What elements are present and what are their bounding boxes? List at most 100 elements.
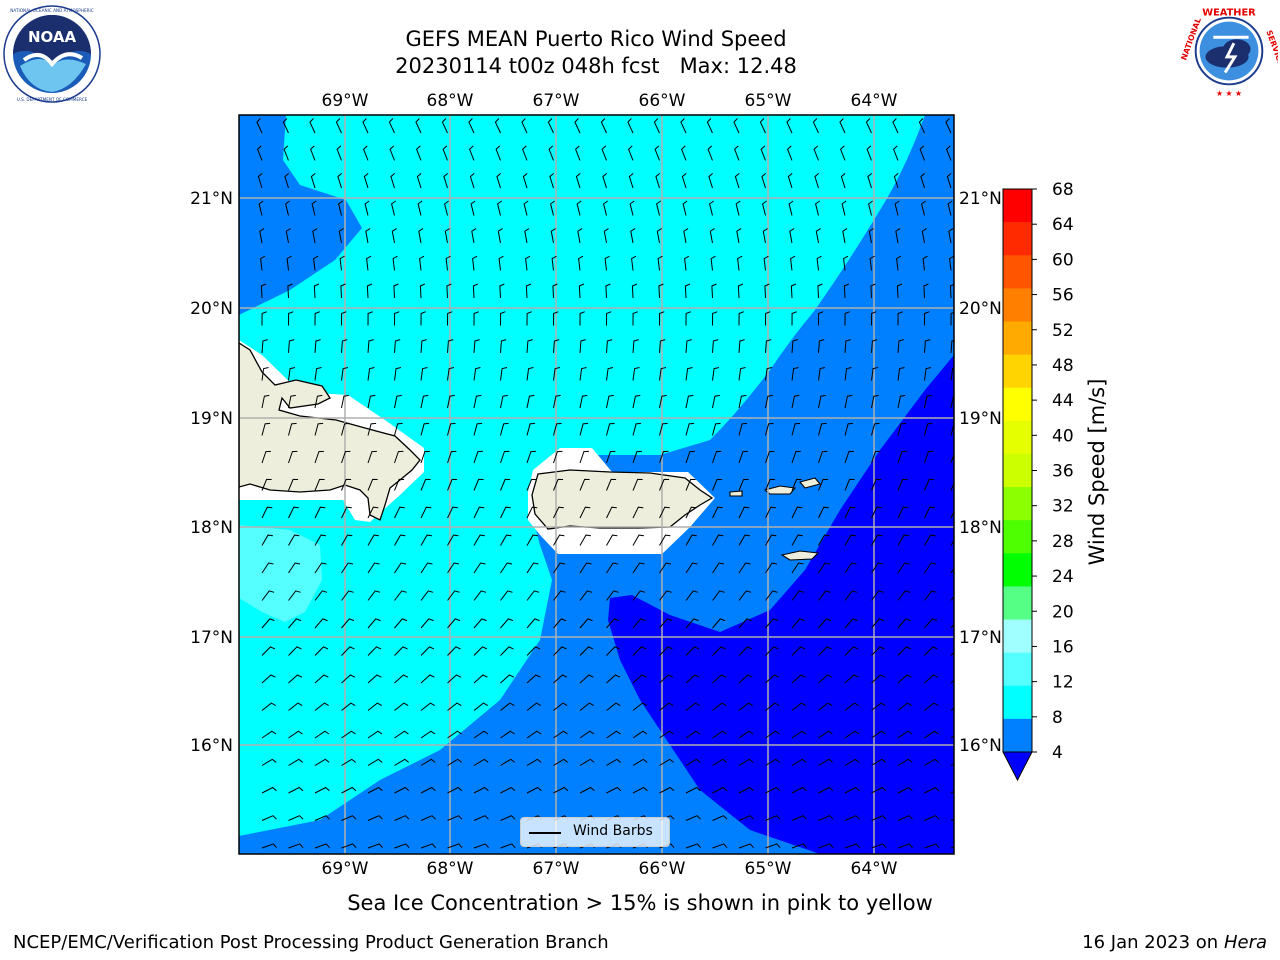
wind-barb <box>579 311 585 326</box>
wind-barb <box>924 478 935 491</box>
wind-barb <box>738 730 754 739</box>
nws-logo: WEATHER ★ ★ ★ NATIONAL SERVICE <box>1180 2 1278 100</box>
wind-barb <box>712 534 724 546</box>
wind-barb <box>738 815 754 821</box>
wind-barb <box>285 200 290 216</box>
wind-barb <box>818 562 831 574</box>
wind-barb <box>685 450 695 464</box>
wind-barb <box>918 118 925 134</box>
wind-barb <box>659 674 674 684</box>
wind-barb <box>288 646 302 656</box>
wind-barb <box>341 730 356 739</box>
footer-date: 16 Jan 2023 on Hera <box>1082 932 1267 953</box>
lat-labels-left: 21°N 20°N 19°N 18°N 17°N 16°N <box>190 189 233 756</box>
wind-barb <box>871 562 884 574</box>
wind-barb <box>523 200 529 216</box>
wind-barb <box>420 590 434 601</box>
footer-machine: Hera <box>1223 932 1267 953</box>
wind-barb <box>738 618 752 629</box>
lat-label: 19°N <box>190 409 233 429</box>
wind-barb <box>659 506 670 519</box>
wind-barb <box>314 843 330 849</box>
wind-barb <box>871 422 880 436</box>
wind-barb <box>365 228 371 244</box>
wind-barb <box>791 534 803 546</box>
wind-barb <box>394 786 410 794</box>
wind-barb <box>709 228 715 244</box>
wind-barb <box>659 646 673 656</box>
colorbar-segment <box>1003 255 1032 289</box>
wind-barb <box>682 200 688 216</box>
wind-barb <box>765 786 781 794</box>
wind-barb <box>341 815 357 821</box>
wind-barb <box>420 562 433 574</box>
wind-barb <box>844 730 860 739</box>
wind-barb <box>791 815 807 821</box>
wind-barb <box>684 283 691 299</box>
wind-barb <box>314 815 330 821</box>
wind-barb <box>447 478 458 491</box>
wind-barb <box>844 646 859 656</box>
wind-barb <box>712 786 728 794</box>
wind-barb <box>417 200 423 216</box>
wind-barb <box>363 145 369 161</box>
wind-barb <box>579 786 595 794</box>
wind-barb <box>606 674 621 684</box>
wind-barb <box>627 118 634 134</box>
wind-barb <box>922 255 928 271</box>
wind-barb <box>685 590 699 601</box>
wind-barb <box>893 145 899 161</box>
wind-barb <box>473 562 486 574</box>
wind-barb <box>897 506 909 519</box>
wind-barb <box>256 118 263 134</box>
wind-barb <box>579 394 588 409</box>
wind-barb <box>550 228 556 244</box>
wind-barb <box>602 173 608 189</box>
wind-barb <box>341 339 348 354</box>
wind-barb <box>685 534 697 546</box>
wind-barb <box>473 311 479 326</box>
colorbar-segment <box>1003 453 1032 488</box>
wind-barb <box>791 506 803 519</box>
noaa-logo: NOAA NATIONAL OCEANIC AND ATMOSPHERIC U.… <box>3 5 101 103</box>
wind-barb <box>579 422 589 436</box>
wind-barb <box>392 255 398 271</box>
wind-barb <box>765 815 781 821</box>
wind-barb <box>897 758 913 766</box>
wind-barb <box>394 562 407 574</box>
wind-barb <box>791 367 799 381</box>
wind-barb <box>765 506 776 519</box>
wind-barb <box>261 590 275 601</box>
wind-barb <box>950 510 954 519</box>
wind-barb <box>261 843 277 849</box>
wind-barb <box>632 646 647 656</box>
wind-barb <box>708 173 714 189</box>
wind-barb <box>844 590 858 601</box>
colorbar-segment <box>1003 354 1032 389</box>
wind-barb <box>791 758 807 766</box>
wind-barb <box>314 394 323 409</box>
lon-label: 68°W <box>427 859 474 879</box>
wind-barb <box>791 730 807 739</box>
wind-barb <box>712 394 720 409</box>
wind-barb <box>257 173 263 189</box>
wind-barb <box>817 283 823 299</box>
colorbar-segment <box>1003 189 1032 223</box>
wind-barb <box>394 843 410 849</box>
wind-barb <box>950 567 954 574</box>
wind-barb <box>261 730 277 739</box>
wind-barb <box>261 702 276 711</box>
wind-barb <box>261 422 271 436</box>
wind-barb <box>261 394 270 409</box>
wind-barb <box>685 367 693 381</box>
wind-barb <box>738 758 754 766</box>
wind-barb <box>924 646 938 656</box>
wind-barb <box>685 562 698 574</box>
wind-barb <box>950 311 954 326</box>
wind-barb <box>500 730 515 739</box>
wind-barb <box>924 394 932 409</box>
wind-barb <box>866 145 872 161</box>
wind-barb <box>897 815 913 821</box>
wind-barb <box>339 255 345 271</box>
